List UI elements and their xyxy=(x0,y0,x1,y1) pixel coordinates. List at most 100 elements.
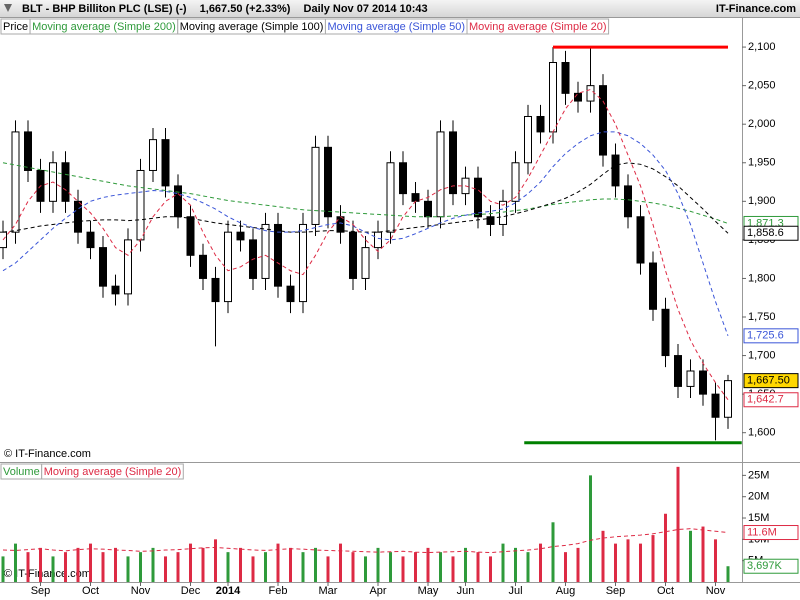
x-tick-label: Sep xyxy=(606,585,626,597)
candle-body xyxy=(199,254,207,279)
volume-bar xyxy=(501,543,505,582)
x-tick-label: Feb xyxy=(269,585,288,597)
last-value-box xyxy=(743,525,799,541)
candle-body xyxy=(124,239,132,295)
legend-box xyxy=(41,463,184,480)
candle-body xyxy=(286,285,295,303)
volume-bar xyxy=(439,552,442,582)
legend-label: Moving average (Simple 20) xyxy=(469,21,607,33)
header-icon xyxy=(4,4,12,12)
volume-bar xyxy=(626,539,630,582)
volume-bar xyxy=(676,466,680,582)
candle-body xyxy=(149,139,157,171)
volume-bar xyxy=(476,552,480,582)
candle-body xyxy=(486,216,495,225)
volume-bar xyxy=(226,552,230,582)
volume-bar xyxy=(64,552,67,582)
volume-bar xyxy=(651,535,655,582)
volume-bar xyxy=(714,539,717,582)
volume-bar xyxy=(339,543,342,582)
y-tick-label: 1,750 xyxy=(748,311,776,323)
candle-body xyxy=(61,162,70,202)
last-value-label: 1,858.6 xyxy=(747,227,784,239)
volume-bar xyxy=(114,547,117,582)
volume-bar xyxy=(301,552,305,582)
legend-label: Price xyxy=(3,21,28,33)
candle-body xyxy=(161,139,170,187)
volume-bar xyxy=(451,556,455,582)
last-value-label: 3,697K xyxy=(747,560,783,572)
volume-bar xyxy=(464,547,467,582)
volume-bar xyxy=(514,547,517,582)
last-value-box xyxy=(743,558,799,574)
volume-bar xyxy=(414,552,417,582)
volume-bar xyxy=(326,556,330,582)
y-tick-label: 1,950 xyxy=(748,157,776,169)
candle-body xyxy=(399,162,407,195)
watermark: © IT-Finance.com xyxy=(4,448,91,460)
candle-body xyxy=(361,247,370,279)
volume-bar xyxy=(401,556,405,582)
ma-line xyxy=(2,162,729,224)
volume-bar xyxy=(189,543,192,582)
legend-box xyxy=(466,18,610,35)
candle-body xyxy=(611,154,620,187)
candle-body xyxy=(711,393,720,418)
volume-bar xyxy=(214,539,217,582)
candle-body xyxy=(411,193,420,202)
x-tick-label: Jun xyxy=(457,585,475,597)
volume-bar xyxy=(426,547,430,582)
candle-body xyxy=(436,131,445,218)
candle-body xyxy=(211,277,220,303)
ma-line xyxy=(2,88,729,401)
candle-body xyxy=(561,62,570,94)
y-tick-label: 1,600 xyxy=(748,427,776,439)
candle-body xyxy=(174,185,182,218)
x-tick-label: Apr xyxy=(369,585,386,597)
volume-bar xyxy=(551,522,555,582)
candle-body xyxy=(524,115,532,164)
volume-bar xyxy=(76,547,80,582)
ma-line xyxy=(2,131,729,336)
candle-body xyxy=(311,146,320,225)
volume-bar xyxy=(564,552,567,582)
volume-bar xyxy=(701,526,705,582)
volume-bar xyxy=(239,547,242,582)
candle-body xyxy=(574,92,582,102)
volume-bar xyxy=(89,543,92,582)
volume-bar xyxy=(376,547,380,582)
candle-body xyxy=(224,231,232,303)
candle-body xyxy=(424,200,432,218)
candle-body xyxy=(186,216,195,256)
y-tick-label: 1,800 xyxy=(748,272,776,284)
candle-body xyxy=(511,162,520,202)
candle-body xyxy=(449,131,457,195)
y-tick-label: 15M xyxy=(748,512,769,524)
brand: IT-Finance.com xyxy=(716,3,796,15)
volume-bar xyxy=(14,543,17,582)
volume-bar xyxy=(314,547,317,582)
y-tick-label: 2,100 xyxy=(748,41,776,53)
x-tick-label: Mar xyxy=(319,585,338,597)
x-tick-label: Nov xyxy=(131,585,151,597)
last-value-label: 1,725.6 xyxy=(747,330,784,342)
legend-label: Volume xyxy=(3,466,40,478)
volume-bar xyxy=(576,547,580,582)
candle-body xyxy=(336,216,345,233)
y-tick-label: 2,000 xyxy=(748,118,776,130)
last-value-label: 11.6M xyxy=(747,526,777,538)
volume-bar xyxy=(276,543,280,582)
candle-body xyxy=(136,169,145,241)
x-tick-label: Sep xyxy=(31,585,51,597)
volume-bar xyxy=(251,556,255,582)
candle-body xyxy=(586,85,595,102)
volume-bar xyxy=(26,552,30,582)
candle-body xyxy=(636,216,645,264)
volume-bar xyxy=(176,552,180,582)
candle-body xyxy=(674,355,682,387)
volume-bar xyxy=(639,543,642,582)
candle-body xyxy=(86,231,95,249)
volume-bar xyxy=(101,552,105,582)
quote: 1,667.50 (+2.33%) xyxy=(200,3,291,15)
